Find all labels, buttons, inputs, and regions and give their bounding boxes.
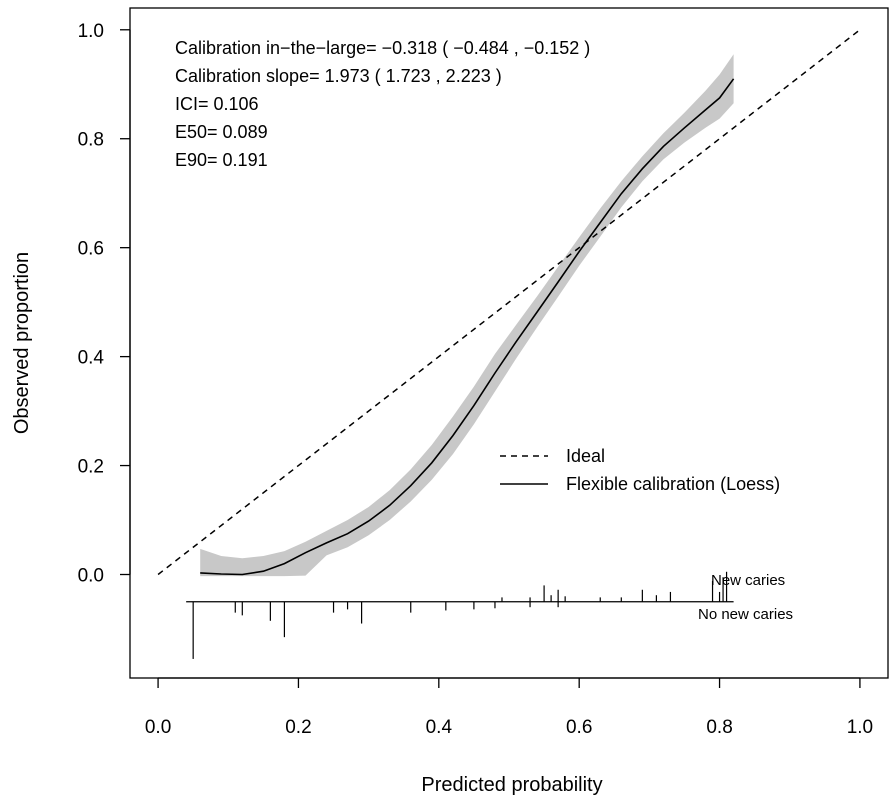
x-tick-label: 0.8 — [706, 717, 732, 738]
y-tick-label: 0.6 — [78, 239, 104, 260]
rug-layer — [186, 571, 734, 659]
y-tick-label: 1.0 — [78, 21, 104, 42]
x-tick-label: 0.4 — [426, 717, 453, 738]
x-tick-label: 0.2 — [285, 717, 311, 738]
stat-ici: ICI= 0.106 — [175, 94, 259, 114]
x-tick-label: 0.0 — [145, 717, 171, 738]
ideal-line — [157, 29, 861, 576]
x-tick-label: 0.6 — [566, 717, 592, 738]
rug-events-label: New caries — [711, 572, 785, 589]
calibration-stats: Calibration in−the−large= −0.318 ( −0.48… — [175, 38, 590, 170]
stat-calibration-slope: Calibration slope= 1.973 ( 1.723 , 2.223… — [175, 66, 502, 86]
x-axis-label: Predicted probability — [421, 774, 602, 796]
stat-e90: E90= 0.191 — [175, 150, 268, 170]
y-tick-label: 0.0 — [78, 566, 104, 587]
confidence-band-layer — [200, 54, 734, 577]
stat-e50: E50= 0.089 — [175, 122, 268, 142]
stat-calibration-in-the-large: Calibration in−the−large= −0.318 ( −0.48… — [175, 38, 590, 58]
legend-ideal-label: Ideal — [566, 446, 605, 466]
loess-curve — [200, 78, 735, 576]
legend-loess-label: Flexible calibration (Loess) — [566, 474, 780, 494]
y-tick-label: 0.8 — [78, 130, 104, 151]
axis-layer: 0.0 0.2 0.4 0.6 0.8 1.0 0.0 0.2 0.4 0.6 0.8 1.0 — [78, 21, 874, 738]
y-tick-label: 0.2 — [78, 457, 104, 478]
y-axis-label: Observed proportion — [11, 252, 33, 434]
line-layer — [157, 29, 861, 576]
y-tick-label: 0.4 — [78, 348, 105, 369]
rug-nonevents-label: No new caries — [698, 606, 793, 623]
loess-confidence-band — [200, 54, 734, 577]
legend: Ideal Flexible calibration (Loess) — [500, 446, 780, 494]
x-tick-label: 1.0 — [847, 717, 873, 738]
